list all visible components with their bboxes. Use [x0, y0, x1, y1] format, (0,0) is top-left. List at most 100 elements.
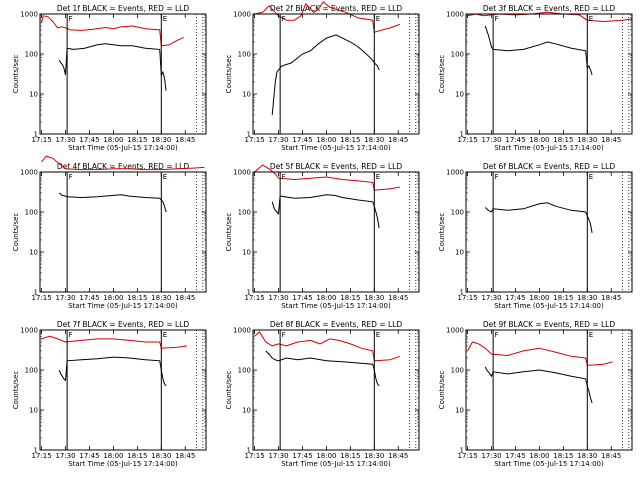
chart-panel-8: Det 8f BLACK = Events, RED = LLD F E 1 10 100… — [225, 320, 420, 468]
marker-label-e: E — [163, 15, 167, 23]
x-tick-label: 17:30 — [55, 136, 75, 144]
y-tick-label: 1000 — [233, 169, 251, 177]
series-line-events — [484, 25, 593, 76]
x-axis-label: Start Time (05-Jul-15 17:14:00) — [68, 144, 178, 152]
chart-panel-7: Det 7f BLACK = Events, RED = LLD F E 1 10 100… — [12, 320, 207, 468]
series-line-events — [58, 192, 167, 213]
marker-label-f: F — [495, 173, 499, 181]
x-tick-label: 18:15 — [340, 294, 360, 302]
x-tick-label: 18:15 — [127, 294, 147, 302]
marker-label-f: F — [69, 331, 73, 339]
series-line-events — [484, 366, 593, 404]
y-tick-label: 100 — [451, 367, 464, 375]
y-tick-label: 100 — [25, 367, 38, 375]
y-tick-label: 100 — [238, 367, 251, 375]
plot-frame — [252, 329, 420, 451]
chart-panel-6: Det 6f BLACK = Events, RED = LLD F E 1 10 100… — [438, 162, 633, 310]
marker-label-e: E — [376, 331, 380, 339]
x-tick-label: 18:30 — [577, 136, 597, 144]
y-tick-label: 100 — [451, 209, 464, 217]
y-tick-label: 1000 — [20, 11, 38, 19]
x-tick-label: 17:30 — [268, 136, 288, 144]
y-tick-label: 1 — [247, 289, 251, 297]
x-tick-label: 18:45 — [388, 136, 408, 144]
x-tick-label: 18:45 — [175, 452, 195, 460]
y-tick-label: 1 — [34, 131, 38, 139]
series-line-events — [58, 356, 167, 387]
x-tick-label: 18:00 — [316, 452, 336, 460]
series-line-events — [58, 43, 167, 91]
y-tick-label: 100 — [238, 51, 251, 59]
chart-panel-1: Det 1f BLACK = Events, RED = LLD F E 1 10 100… — [12, 4, 207, 152]
chart-panel-4: Det 4f BLACK = Events, RED = LLD F E 1 10 100… — [12, 155, 207, 310]
x-tick-label: 17:15 — [458, 452, 478, 460]
y-tick-label: 100 — [25, 209, 38, 217]
chart-title: Det 2f BLACK = Events, RED = LLD — [270, 4, 403, 13]
x-axis-label: Start Time (05-Jul-15 17:14:00) — [281, 460, 391, 468]
marker-label-e: E — [589, 331, 593, 339]
x-axis-label: Start Time (05-Jul-15 17:14:00) — [68, 460, 178, 468]
y-tick-label: 1000 — [446, 11, 464, 19]
marker-label-f: F — [282, 15, 286, 23]
x-tick-label: 17:45 — [292, 136, 312, 144]
chart-title: Det 4f BLACK = Events, RED = LLD — [57, 162, 190, 171]
x-tick-label: 17:45 — [292, 294, 312, 302]
y-tick-label: 10 — [242, 407, 251, 415]
x-tick-label: 17:15 — [32, 136, 52, 144]
y-axis-label: Counts/sec — [225, 55, 233, 94]
y-tick-label: 1 — [247, 131, 251, 139]
x-tick-label: 18:15 — [553, 452, 573, 460]
chart-title: Det 7f BLACK = Events, RED = LLD — [57, 320, 190, 329]
x-axis-label: Start Time (05-Jul-15 17:14:00) — [281, 302, 391, 310]
y-axis-label: Counts/sec — [12, 55, 20, 94]
x-tick-label: 18:30 — [577, 294, 597, 302]
x-axis-label: Start Time (05-Jul-15 17:14:00) — [494, 302, 604, 310]
x-tick-label: 18:15 — [553, 294, 573, 302]
series-line-lld — [254, 1, 400, 33]
marker-label-f: F — [69, 173, 73, 181]
x-tick-label: 17:15 — [245, 136, 265, 144]
y-tick-label: 10 — [29, 91, 38, 99]
x-tick-label: 18:45 — [601, 294, 621, 302]
y-axis-label: Counts/sec — [12, 371, 20, 410]
x-tick-label: 18:00 — [529, 136, 549, 144]
chart-panel-5: Det 5f BLACK = Events, RED = LLD F E 1 10 100… — [225, 162, 420, 310]
y-tick-label: 1000 — [233, 11, 251, 19]
chart-title: Det 6f BLACK = Events, RED = LLD — [483, 162, 616, 171]
x-tick-label: 17:30 — [268, 294, 288, 302]
plot-frame — [39, 13, 207, 135]
y-tick-label: 10 — [455, 91, 464, 99]
x-tick-label: 17:30 — [268, 452, 288, 460]
x-tick-label: 18:45 — [388, 294, 408, 302]
y-tick-label: 10 — [242, 249, 251, 257]
y-tick-label: 100 — [451, 51, 464, 59]
marker-label-f: F — [495, 331, 499, 339]
y-tick-label: 10 — [455, 249, 464, 257]
y-tick-label: 100 — [238, 209, 251, 217]
plot-frame — [465, 329, 633, 451]
x-tick-label: 17:45 — [292, 452, 312, 460]
y-tick-label: 1 — [34, 447, 38, 455]
marker-label-e: E — [376, 173, 380, 181]
chart-title: Det 1f BLACK = Events, RED = LLD — [57, 4, 190, 13]
plot-frame — [252, 171, 420, 293]
y-axis-label: Counts/sec — [12, 213, 20, 252]
x-axis-label: Start Time (05-Jul-15 17:14:00) — [281, 144, 391, 152]
plot-frame — [465, 171, 633, 293]
marker-label-f: F — [69, 15, 73, 23]
marker-label-f: F — [282, 173, 286, 181]
x-tick-label: 18:00 — [316, 294, 336, 302]
x-tick-label: 18:30 — [151, 452, 171, 460]
y-tick-label: 1000 — [446, 169, 464, 177]
y-tick-label: 1 — [460, 131, 464, 139]
y-tick-label: 10 — [455, 407, 464, 415]
y-tick-label: 1 — [460, 447, 464, 455]
y-tick-label: 1 — [34, 289, 38, 297]
x-tick-label: 17:15 — [245, 452, 265, 460]
x-tick-label: 18:00 — [529, 452, 549, 460]
y-tick-label: 1000 — [446, 327, 464, 335]
x-tick-label: 17:45 — [79, 136, 99, 144]
y-tick-label: 1 — [247, 447, 251, 455]
x-tick-label: 18:00 — [103, 294, 123, 302]
